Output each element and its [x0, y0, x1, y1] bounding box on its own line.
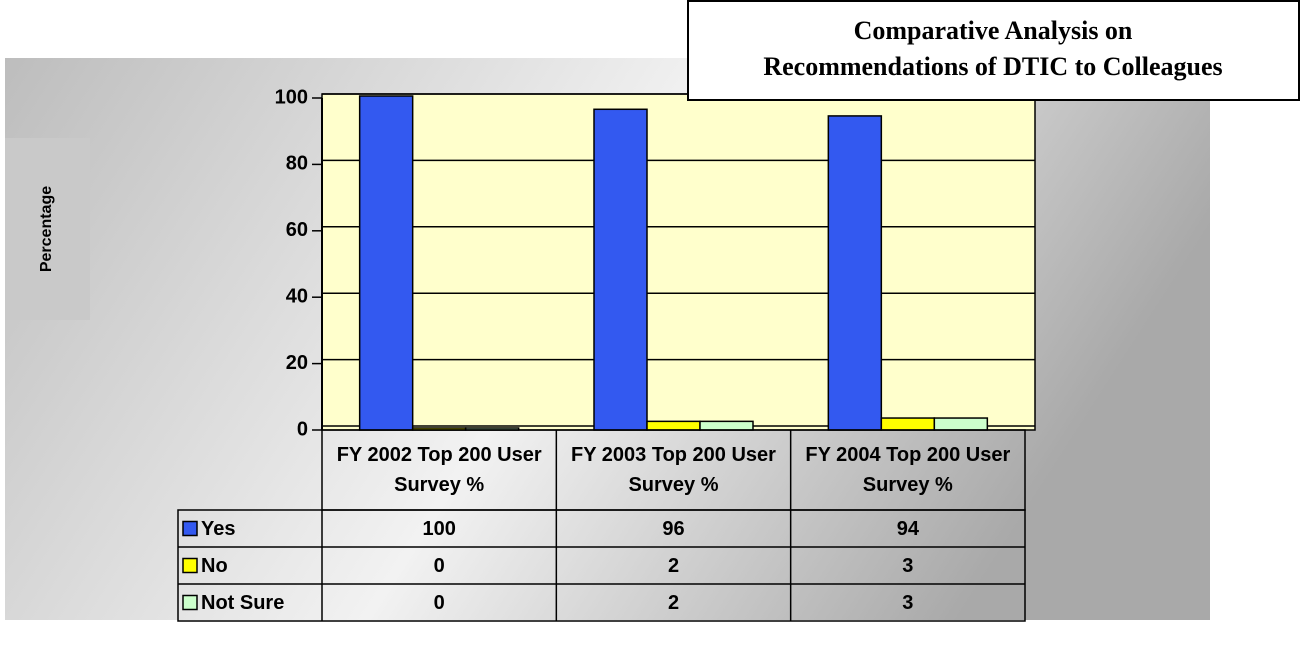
table-value: 0 [434, 592, 445, 614]
chart-subtitle: Recommendations of DTIC to Colleagues [763, 52, 1222, 81]
legend-label: Yes [201, 518, 235, 540]
table-value: 3 [902, 555, 913, 577]
legend-swatch [182, 557, 198, 574]
plot-area [321, 93, 1036, 431]
y-tick-label: 100 [275, 86, 308, 108]
y-label-box [5, 138, 90, 320]
table-value: 100 [422, 518, 455, 540]
table-value: 96 [662, 518, 684, 540]
title-box [687, 0, 1300, 101]
bar [880, 417, 936, 431]
y-axis-label: Percentage [38, 186, 55, 272]
y-tick-label: 60 [286, 219, 308, 241]
legend-swatch [182, 594, 198, 611]
category-cell: FY 2004 Top 200 User Survey % [805, 444, 1011, 496]
table-value: 3 [902, 592, 913, 614]
bar [827, 115, 883, 431]
y-tick-label: 0 [297, 418, 308, 440]
y-tick-label: 20 [286, 352, 308, 374]
table-value: 2 [668, 592, 679, 614]
legend-label: No [201, 555, 228, 577]
x-tick-label: FY 2002 Top 200 User Survey % [336, 444, 542, 496]
category-cell: FY 2002 Top 200 User Survey % [336, 444, 542, 496]
x-tick-label: FY 2004 Top 200 User Survey % [805, 444, 1011, 496]
table-body [177, 509, 1026, 622]
y-tick-label: 40 [286, 285, 308, 307]
category-cell: FY 2003 Top 200 User Survey % [571, 444, 776, 496]
bar [699, 420, 754, 431]
table-value: 94 [897, 518, 920, 540]
bar [593, 108, 648, 431]
bar [358, 95, 414, 431]
legend-swatch [182, 520, 198, 537]
x-tick-label: FY 2003 Top 200 User Survey % [571, 444, 776, 496]
table-value: 0 [434, 555, 445, 577]
table-value: 2 [668, 555, 679, 577]
chart-title: Comparative Analysis on [854, 16, 1133, 45]
bar [646, 420, 701, 431]
bar [933, 417, 989, 431]
y-tick-label: 80 [286, 153, 308, 175]
legend-label: Not Sure [201, 592, 284, 614]
